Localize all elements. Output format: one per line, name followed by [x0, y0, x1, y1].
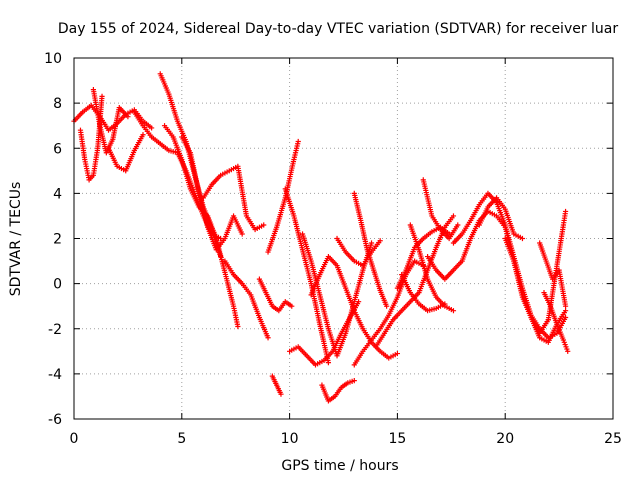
- data-point: [565, 348, 571, 354]
- data-point: [562, 208, 569, 215]
- y-tick-label: -2: [48, 322, 62, 338]
- data-point: [519, 235, 526, 242]
- x-tick-label: 20: [496, 431, 514, 447]
- series-sat-ah: [545, 208, 569, 323]
- series-sat-x: [407, 222, 457, 314]
- y-tick-labels: -6 -4 -2 0 2 4 6 8 10: [44, 51, 62, 428]
- data-point: [562, 314, 569, 321]
- y-tick-label: 8: [53, 96, 62, 112]
- data-point: [442, 301, 448, 307]
- series-sat-d: [105, 132, 146, 174]
- data-point: [261, 222, 267, 228]
- series-sat-ac: [459, 208, 551, 336]
- y-tick-label: 4: [53, 186, 62, 202]
- data-point: [562, 303, 569, 309]
- y-tick-label: 0: [53, 277, 62, 293]
- series-sat-j: [222, 258, 271, 341]
- y-tick-label: 6: [53, 141, 62, 157]
- series-sat-b: [77, 93, 105, 183]
- series-sat-ad: [476, 195, 526, 242]
- data-point: [325, 359, 332, 366]
- data-point: [351, 378, 357, 384]
- x-axis-label: GPS time / hours: [281, 458, 398, 474]
- data-point: [140, 132, 146, 138]
- data-point: [289, 303, 295, 309]
- series-sat-aa: [424, 253, 465, 282]
- x-tick-label: 15: [388, 431, 406, 447]
- data-point: [278, 391, 284, 397]
- series-sat-z: [420, 177, 461, 242]
- data-point: [99, 93, 105, 99]
- series-sat-c: [90, 86, 131, 156]
- series-sat-r: [308, 253, 400, 361]
- data-point: [149, 125, 155, 131]
- data-point: [239, 231, 245, 237]
- data-point: [450, 308, 457, 314]
- series-sat-s: [334, 235, 383, 269]
- data-point: [368, 240, 375, 246]
- data-point: [295, 138, 301, 145]
- series-sat-h: [179, 134, 245, 253]
- y-tick-label: 2: [53, 232, 62, 248]
- y-tick-label: -6: [48, 412, 62, 428]
- axis-ticks: [73, 57, 614, 420]
- x-tick-label: 0: [70, 431, 79, 447]
- x-tick-label: 25: [604, 431, 622, 447]
- data-marks: [71, 71, 571, 404]
- data-point: [384, 303, 390, 309]
- data-point: [377, 238, 383, 244]
- series-sat-p: [299, 231, 375, 359]
- series-sat-af: [541, 290, 571, 354]
- series-sat-y: [399, 272, 448, 314]
- y-axis-label: SDTVAR / TECUs: [8, 182, 24, 297]
- series-sat-i: [200, 163, 267, 233]
- data-point: [265, 335, 271, 341]
- x-tick-labels: 0 5 10 15 20 25: [70, 431, 622, 447]
- y-tick-label: -4: [48, 367, 62, 383]
- data-point: [125, 114, 131, 120]
- data-point: [235, 323, 241, 330]
- series-sat-ae: [502, 235, 569, 345]
- x-tick-label: 10: [281, 431, 299, 447]
- series-sat-q: [319, 378, 357, 404]
- series-sat-k: [256, 276, 295, 314]
- series-sat-l: [265, 138, 301, 255]
- series-sat-g: [161, 123, 241, 330]
- series-sat-n: [269, 373, 284, 397]
- data-point: [562, 308, 569, 314]
- y-tick-label: 10: [44, 51, 62, 67]
- data-point: [394, 350, 400, 357]
- chart-title: Day 155 of 2024, Sidereal Day-to-day VTE…: [58, 21, 619, 37]
- x-tick-label: 5: [177, 431, 186, 447]
- grid-lines: [74, 58, 613, 419]
- series-sat-u: [351, 190, 390, 309]
- data-point: [450, 213, 457, 219]
- data-point: [455, 222, 461, 228]
